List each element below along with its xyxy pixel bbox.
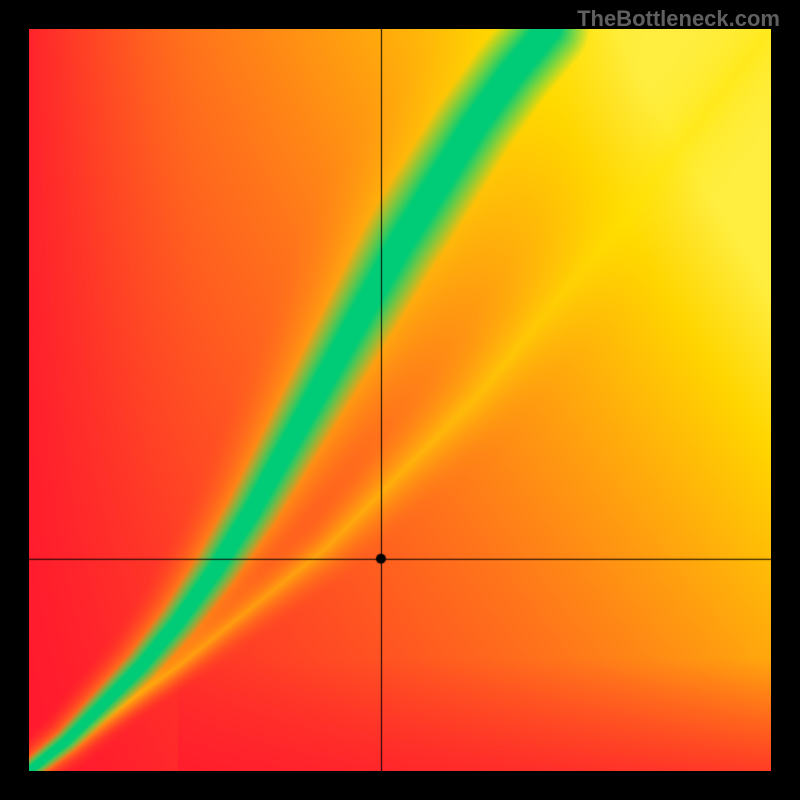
heatmap-canvas	[29, 29, 771, 771]
watermark-text: TheBottleneck.com	[577, 6, 780, 32]
heatmap-plot	[29, 29, 771, 771]
chart-container: TheBottleneck.com	[0, 0, 800, 800]
